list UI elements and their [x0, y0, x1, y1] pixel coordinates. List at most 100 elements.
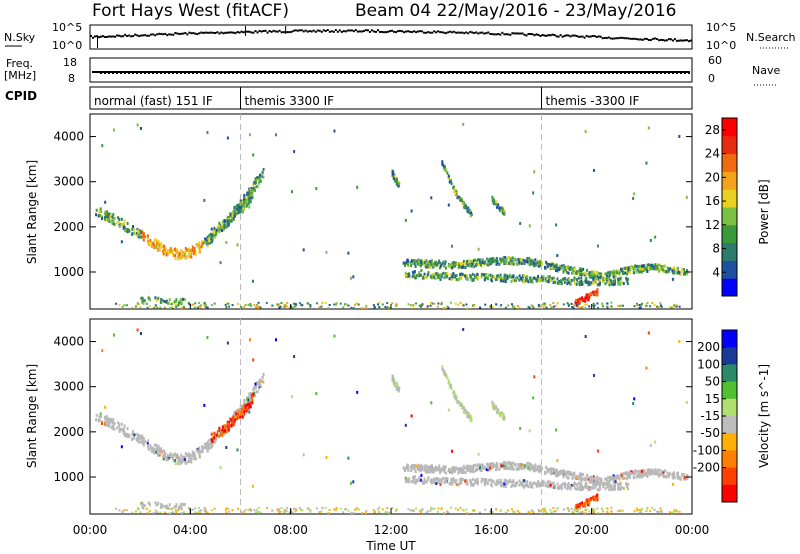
velocity-mark [164, 456, 167, 460]
nsky-point [563, 34, 566, 37]
velocity-mark [160, 447, 163, 451]
power-mark [172, 254, 175, 258]
velocity-mark [436, 510, 439, 513]
nsky-point [312, 29, 315, 32]
power-mark [142, 232, 145, 236]
velocity-mark [430, 401, 433, 405]
velocity-mark [469, 468, 472, 472]
power-mark [575, 304, 578, 307]
nsky-point [507, 33, 510, 36]
nsky-point [218, 32, 221, 35]
power-mark [184, 256, 187, 260]
velocity-mark [253, 509, 256, 512]
power-mark [510, 262, 513, 266]
velocity-mark [175, 503, 178, 507]
power-mark [372, 304, 375, 307]
velocity-mark [352, 512, 355, 515]
velocity-mark [645, 366, 648, 370]
velocity-mark [592, 373, 595, 377]
power-mark [413, 272, 416, 276]
velocity-mark [466, 481, 469, 485]
power-mark [551, 266, 554, 270]
velocity-mark [445, 374, 448, 378]
velocity-mark [662, 475, 665, 479]
colorbar-swatch [722, 189, 737, 208]
nsky-point [330, 30, 333, 33]
velocity-mark [604, 487, 607, 491]
velocity-mark [617, 509, 620, 512]
power-mark [364, 307, 367, 310]
velocity-mark [141, 436, 144, 440]
velocity-mark [542, 480, 545, 484]
power-mark [632, 271, 635, 275]
power-mark [141, 296, 144, 300]
power-mark [181, 250, 184, 254]
velocity-mark [419, 465, 422, 469]
velocity-mark [201, 449, 204, 453]
power-mark [419, 260, 422, 264]
velocity-mark [256, 390, 259, 394]
velocity-mark [499, 481, 502, 485]
nave-label: Nave [752, 64, 780, 77]
power-mark [213, 231, 216, 235]
nsky-point [122, 35, 125, 38]
power-mark [522, 258, 525, 262]
power-mark [237, 211, 240, 215]
velocity-mark [563, 485, 566, 489]
velocity-mark [162, 454, 165, 458]
velocity-mark [595, 478, 598, 482]
power-mark [344, 303, 347, 306]
velocity-mark [585, 485, 588, 489]
velocity-mark [255, 511, 258, 514]
nsky-point [256, 31, 259, 34]
velocity-mark [681, 473, 684, 477]
power-mark [537, 305, 540, 308]
power-mark [107, 218, 110, 222]
velocity-mark [525, 484, 528, 488]
velocity-mark [170, 508, 173, 511]
nsky-point [300, 29, 303, 32]
velocity-mark [237, 410, 240, 414]
velocity-mark [392, 381, 395, 385]
nsky-point [270, 30, 273, 33]
velocity-mark [569, 471, 572, 475]
velocity-mark [531, 467, 534, 471]
colorbar-swatch [722, 433, 737, 451]
power-mark [543, 302, 546, 305]
power-mark [352, 275, 355, 279]
velocity-mark [111, 424, 114, 428]
velocity-mark [217, 431, 220, 435]
velocity-mark [587, 488, 590, 492]
velocity-mark [410, 509, 413, 512]
power-mark [562, 277, 565, 281]
velocity-mark [357, 508, 360, 511]
velocity-mark [187, 460, 190, 464]
velocity-mark [188, 456, 191, 460]
velocity-mark [539, 465, 542, 469]
velocity-mark [250, 401, 253, 405]
power-mark [408, 274, 411, 278]
velocity-mark [240, 511, 243, 514]
power-mark [505, 258, 508, 262]
velocity-mark [389, 511, 392, 514]
velocity-mark [622, 476, 625, 480]
power-mark [599, 276, 602, 280]
power-mark [451, 275, 454, 279]
velocity-mark [237, 408, 240, 412]
power-mark [112, 222, 115, 226]
power-mark [568, 268, 571, 272]
power-mark [221, 229, 224, 233]
nsky-point [513, 32, 516, 35]
power-mark [573, 267, 576, 271]
velocity-mark [572, 511, 575, 514]
power-mark [630, 265, 633, 269]
power-mark [422, 275, 425, 279]
velocity-mark [635, 469, 638, 473]
power-mark [628, 271, 631, 275]
velocity-mark [606, 483, 609, 487]
power-mark [259, 173, 262, 177]
nsky-point [499, 33, 502, 36]
xtick-label: 16:00 [474, 523, 509, 537]
velocity-mark [224, 508, 227, 511]
nsky-point [172, 33, 175, 36]
